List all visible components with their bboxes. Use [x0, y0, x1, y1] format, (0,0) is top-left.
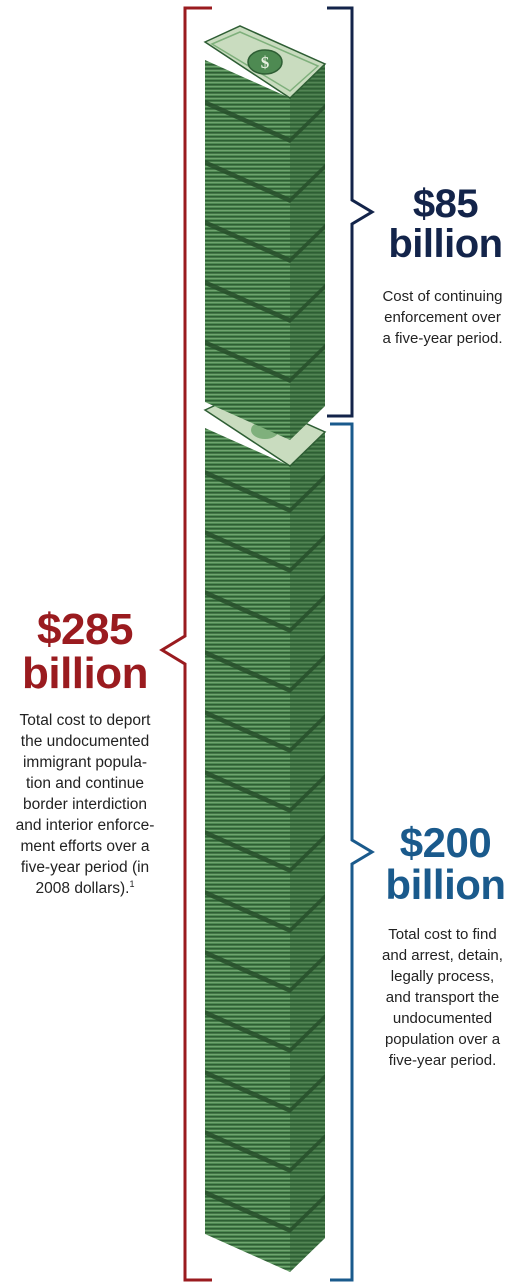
lower-money-stack: [203, 393, 327, 1272]
total-amount-unit: billion: [21, 649, 149, 698]
svg-text:$: $: [261, 53, 270, 72]
total-desc-line: ment efforts over a: [20, 838, 150, 855]
total-desc-line: immigrant popula-: [22, 754, 148, 771]
total-amount-value: $285: [37, 605, 133, 654]
total-desc-line: five-year period (in: [20, 859, 150, 876]
enforcement-amount-unit: billion: [388, 222, 503, 266]
enforcement-amount: $85 billion: [372, 184, 519, 264]
total-bracket: [159, 6, 212, 1282]
total-desc-line: tion and continue: [25, 775, 145, 792]
enforcement-desc-line: Cost of continuing: [382, 288, 503, 305]
upper-money-stack: $: [203, 25, 327, 440]
total-desc-line: Total cost to deport: [19, 712, 151, 729]
enforcement-amount-value: $85: [412, 182, 479, 226]
total-desc-line: 2008 dollars).: [35, 880, 130, 897]
total-desc-line: the undocumented: [20, 733, 150, 750]
deportation-desc-line: undocumented: [392, 1010, 493, 1027]
deportation-desc-line: five-year period.: [388, 1052, 497, 1069]
footnote-marker: 1: [129, 878, 135, 889]
deportation-desc-line: Total cost to find: [388, 926, 497, 943]
enforcement-description: Cost of continuing enforcement over a fi…: [366, 286, 519, 349]
deportation-amount-unit: billion: [385, 861, 506, 908]
enforcement-desc-line: a five-year period.: [382, 330, 503, 347]
deportation-desc-line: and transport the: [385, 989, 500, 1006]
deportation-desc-line: legally process,: [390, 968, 495, 985]
total-desc-line-last: 2008 dollars).1: [0, 878, 170, 899]
total-desc-line: and interior enforce-: [15, 817, 155, 834]
deportation-amount: $200 billion: [372, 822, 519, 906]
deportation-amount-value: $200: [399, 819, 492, 866]
deportation-bracket: [330, 422, 375, 1282]
deportation-desc-line: population over a: [384, 1031, 501, 1048]
dollar-seal-icon: [247, 49, 283, 75]
total-desc-line: border interdiction: [22, 796, 148, 813]
total-amount: $285 billion: [0, 608, 170, 696]
deportation-desc-line: and arrest, detain,: [382, 947, 503, 964]
deportation-description: Total cost to find and arrest, detain, l…: [366, 924, 519, 1071]
total-description: Total cost to deport the undocumented im…: [0, 710, 170, 899]
enforcement-desc-line: enforcement over: [384, 309, 501, 326]
enforcement-bracket: [327, 6, 375, 418]
